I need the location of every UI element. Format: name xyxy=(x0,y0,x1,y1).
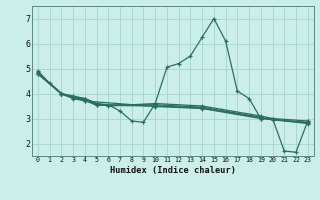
X-axis label: Humidex (Indice chaleur): Humidex (Indice chaleur) xyxy=(110,166,236,175)
